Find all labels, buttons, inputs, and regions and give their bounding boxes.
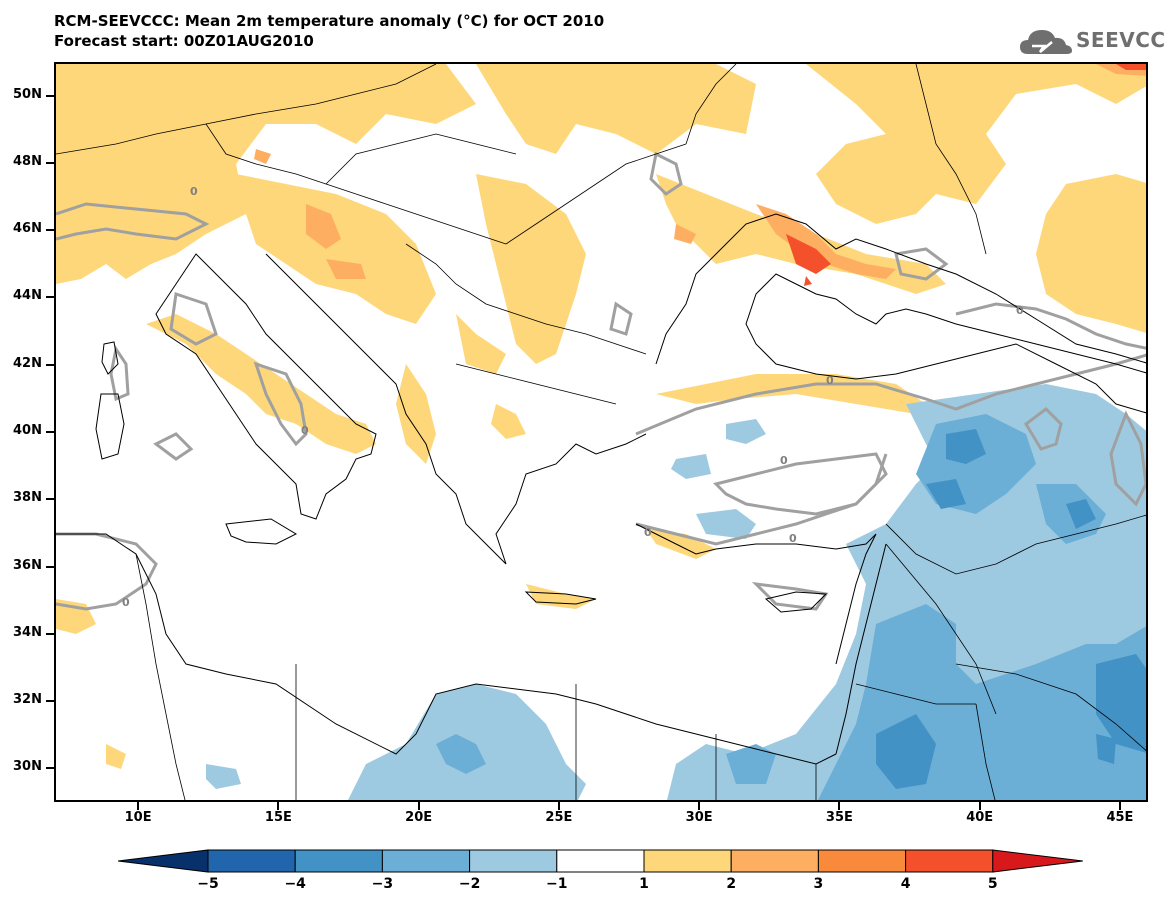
colorbar-segment bbox=[381, 849, 471, 873]
colorbar-segment bbox=[730, 849, 819, 873]
latitude-label: 42N bbox=[13, 355, 42, 371]
latitude-tick bbox=[46, 700, 54, 703]
contour-label: 0 bbox=[1016, 304, 1024, 317]
longitude-tick bbox=[838, 802, 841, 810]
colorbar-label: −3 bbox=[371, 876, 394, 892]
contour-labels: 0 0 0 0 0 0 0 0 0 bbox=[122, 185, 1024, 609]
colorbar-label: 2 bbox=[726, 876, 737, 892]
contour-label: 0 bbox=[789, 532, 797, 545]
coastlines bbox=[56, 213, 1146, 765]
zero-contours bbox=[56, 151, 1146, 611]
colorbar-segment bbox=[992, 849, 1083, 873]
colorbar-label: −2 bbox=[458, 876, 481, 892]
latitude-label: 30N bbox=[13, 759, 42, 775]
longitude-tick bbox=[557, 802, 560, 810]
colorbar-segment bbox=[817, 849, 907, 873]
colorbar bbox=[118, 849, 1083, 873]
cool-anomaly-3-4-fill bbox=[876, 429, 1146, 789]
latitude-label: 32N bbox=[13, 692, 42, 708]
latitude-label: 40N bbox=[13, 423, 42, 438]
forecast-start-subtitle: Forecast start: 00Z01AUG2010 bbox=[54, 32, 314, 50]
warm-anomaly-3-4-fill bbox=[786, 64, 1146, 286]
latitude-label: 48N bbox=[13, 153, 42, 169]
colorbar-segment bbox=[905, 849, 994, 873]
colorbar-segment bbox=[556, 849, 645, 873]
longitude-label: 45E bbox=[1106, 810, 1134, 825]
cloud-logo-icon bbox=[1020, 30, 1072, 54]
logo-text: SEEVCCC bbox=[1076, 28, 1165, 52]
longitude-label: 30E bbox=[685, 810, 713, 825]
longitude-tick bbox=[277, 802, 280, 810]
longitude-label: 25E bbox=[545, 810, 573, 825]
latitude-label: 38N bbox=[13, 490, 42, 506]
country-borders bbox=[56, 64, 1146, 800]
longitude-tick bbox=[137, 802, 140, 810]
longitude-tick bbox=[978, 802, 981, 810]
latitude-label: 46N bbox=[13, 221, 42, 237]
latitude-tick bbox=[46, 431, 54, 433]
contour-label: 0 bbox=[190, 185, 198, 198]
contour-label: 0 bbox=[301, 424, 309, 437]
contour-label: 0 bbox=[122, 596, 130, 609]
latitude-label: 44N bbox=[13, 288, 42, 304]
colorbar-segment bbox=[294, 849, 383, 873]
colorbar-segment bbox=[469, 849, 558, 873]
longitude-label: 35E bbox=[825, 810, 853, 825]
anomaly-map: 0 0 0 0 0 0 0 0 0 bbox=[56, 64, 1146, 800]
latitude-tick bbox=[46, 632, 54, 635]
colorbar-label: 4 bbox=[900, 876, 911, 892]
longitude-tick bbox=[1118, 802, 1121, 810]
colorbar-label: 1 bbox=[639, 876, 649, 892]
latitude-tick bbox=[46, 229, 54, 232]
contour-label: 0 bbox=[644, 526, 652, 539]
longitude-label: 40E bbox=[966, 810, 994, 825]
colorbar-segment bbox=[118, 849, 209, 873]
latitude-tick bbox=[46, 296, 54, 299]
warm-anomaly-1-2-fill bbox=[56, 64, 1146, 769]
latitude-label: 36N bbox=[13, 557, 42, 573]
colorbar-label: −5 bbox=[197, 876, 219, 892]
colorbar-segment bbox=[207, 849, 296, 873]
colorbar-label: 5 bbox=[987, 876, 998, 892]
warm-anomaly-2-3-fill bbox=[254, 64, 1146, 279]
latitude-tick bbox=[46, 363, 54, 366]
longitude-tick bbox=[417, 802, 420, 810]
colorbar-label: 3 bbox=[813, 876, 824, 892]
latitude-tick bbox=[46, 565, 54, 568]
longitude-label: 10E bbox=[124, 810, 152, 825]
longitude-label: 15E bbox=[264, 810, 292, 825]
latitude-tick bbox=[46, 161, 54, 164]
contour-label: 0 bbox=[826, 374, 834, 387]
seevccc-logo: SEEVCCC bbox=[1018, 24, 1165, 60]
latitude-tick bbox=[46, 94, 54, 97]
colorbar-label: −1 bbox=[546, 876, 568, 892]
latitude-label: 34N bbox=[13, 624, 42, 640]
map-plot-area: 0 0 0 0 0 0 0 0 0 bbox=[54, 62, 1148, 802]
latitude-tick bbox=[46, 498, 54, 501]
colorbar-segment bbox=[643, 849, 732, 873]
longitude-tick bbox=[698, 802, 701, 810]
latitude-label: 50N bbox=[13, 86, 42, 102]
map-title: RCM-SEEVCCC: Mean 2m temperature anomaly… bbox=[54, 12, 605, 30]
contour-label: 0 bbox=[780, 454, 788, 467]
latitude-tick bbox=[46, 767, 54, 770]
colorbar-label: −4 bbox=[284, 876, 306, 892]
longitude-label: 20E bbox=[405, 810, 433, 825]
